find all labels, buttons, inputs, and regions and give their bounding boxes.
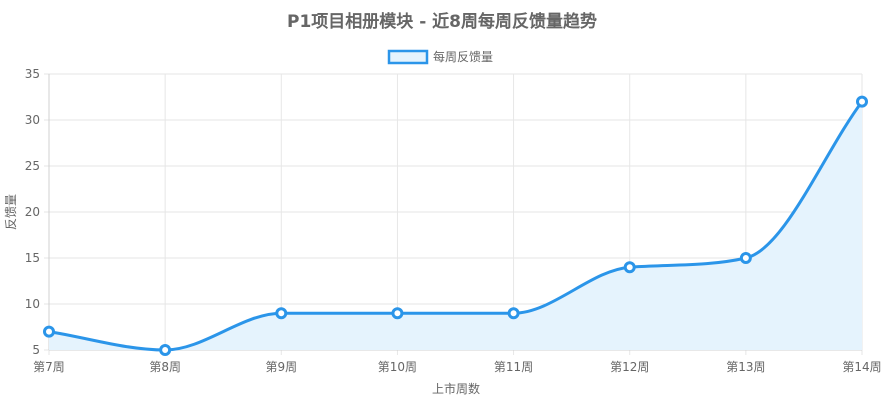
data-point[interactable] <box>391 307 404 320</box>
data-point[interactable] <box>159 344 172 356</box>
chart-title: P1项目相册模块 - 近8周每周反馈量趋势 <box>287 11 597 32</box>
x-tick-label: 第14周 <box>842 360 881 374</box>
data-point[interactable] <box>507 307 520 320</box>
y-tick-label: 15 <box>25 251 40 265</box>
legend-swatch <box>387 49 429 65</box>
series-group <box>43 95 868 356</box>
data-point[interactable] <box>856 95 868 108</box>
x-axis-ticks: 第7周 第8周 第9周 第10周 第11周 第12周 第13周 第14周 <box>33 360 881 374</box>
x-tick-label: 第10周 <box>378 360 417 374</box>
x-tick-label: 第8周 <box>149 360 181 374</box>
y-tick-label: 25 <box>25 159 40 173</box>
data-point[interactable] <box>739 252 752 264</box>
y-tick-label: 5 <box>32 343 40 357</box>
legend-label: 每周反馈量 <box>433 49 493 64</box>
y-tick-label: 35 <box>25 67 40 81</box>
x-tick-label: 第9周 <box>265 360 297 374</box>
y-axis-ticks: 5 10 15 20 25 30 35 <box>25 67 40 357</box>
y-tick-label: 30 <box>25 113 40 127</box>
x-tick-label: 第11周 <box>494 360 533 374</box>
legend[interactable]: 每周反馈量 <box>387 49 493 65</box>
y-axis-label: 反馈量 <box>4 194 18 230</box>
x-tick-label: 第13周 <box>726 360 765 374</box>
data-point[interactable] <box>623 261 636 274</box>
data-point[interactable] <box>275 307 288 320</box>
x-tick-label: 第12周 <box>610 360 649 374</box>
x-axis-label: 上市周数 <box>432 381 480 396</box>
data-point[interactable] <box>43 325 55 338</box>
x-tick-label: 第7周 <box>33 360 65 374</box>
y-tick-label: 10 <box>25 297 40 311</box>
y-tick-label: 20 <box>25 205 40 219</box>
series-area <box>49 101 862 350</box>
